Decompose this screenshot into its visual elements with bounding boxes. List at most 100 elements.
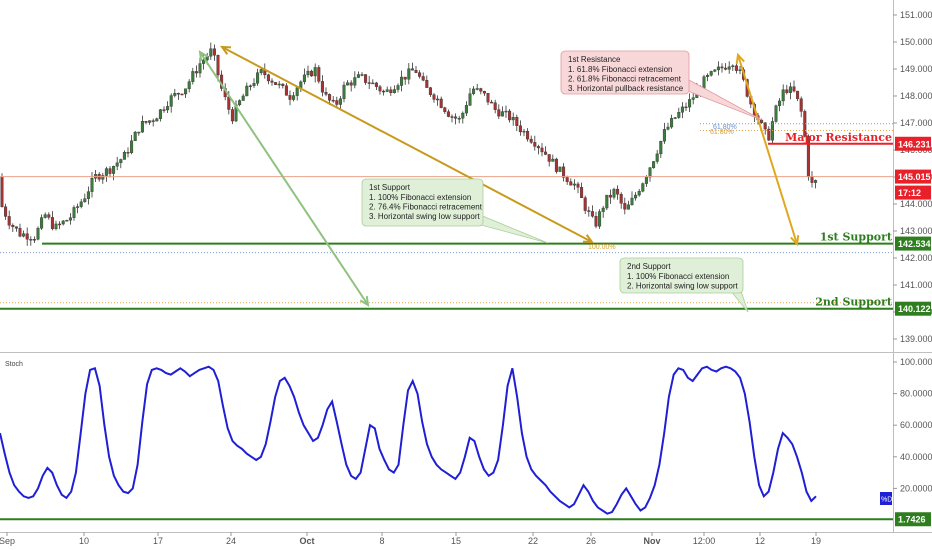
candle-body	[792, 86, 796, 92]
candle-body	[162, 109, 166, 111]
axes: 151.000150.000149.000148.000147.000146.0…	[0, 10, 932, 546]
candle-body	[378, 86, 382, 92]
candle-body	[43, 214, 47, 218]
candle-body	[306, 70, 310, 76]
candle-body	[360, 74, 364, 76]
candle-body	[598, 211, 602, 227]
resistance-annotation-title: 1st Resistance	[568, 55, 621, 64]
candle-body	[202, 59, 206, 64]
candle-body	[763, 122, 767, 130]
candle-body	[252, 83, 256, 86]
candle-body	[428, 87, 432, 95]
candle-body	[526, 130, 530, 140]
candle-body	[781, 89, 785, 102]
fib-arrow-green-head	[359, 295, 370, 307]
current-price-badge	[895, 169, 931, 184]
countdown-badge-text: 17:12	[898, 188, 921, 198]
candle-body	[720, 66, 724, 69]
time-tick-label: 10	[79, 536, 89, 546]
support2-annotation-line: 1. 100% Fibonacci extension	[627, 272, 729, 281]
candle-body	[504, 110, 508, 113]
candle-body	[587, 210, 591, 212]
candle-body	[468, 93, 472, 106]
fib-arrow-gold	[221, 46, 593, 243]
fib-arrow-gold-2	[737, 54, 798, 245]
stoch-tick-label: 100.0000	[900, 357, 932, 367]
candle-body	[421, 76, 425, 81]
support2-badge	[895, 301, 931, 316]
candle-body	[259, 69, 263, 73]
candle-body	[576, 183, 580, 188]
stoch-current-badge	[895, 512, 931, 527]
candle-body	[641, 183, 645, 192]
countdown-badge	[895, 185, 931, 200]
candle-body	[187, 81, 191, 89]
stoch-legend-box	[880, 492, 892, 505]
candle-body	[472, 88, 476, 94]
candle-body	[227, 96, 231, 110]
candle-body	[414, 70, 418, 73]
candle-body	[148, 120, 152, 123]
candle-body	[436, 98, 440, 101]
candle-body	[0, 176, 4, 207]
candle-body	[144, 121, 148, 123]
candle-body	[418, 72, 422, 77]
candle-body	[403, 76, 407, 80]
candle-body	[14, 226, 18, 229]
candle-body	[540, 147, 544, 153]
fib-label: 61.80%	[713, 124, 737, 131]
candle-body	[122, 151, 126, 160]
candle-body	[677, 112, 681, 118]
candle-body	[425, 80, 429, 88]
candle-body	[774, 105, 778, 122]
candle-body	[814, 180, 818, 183]
candle-body	[457, 118, 461, 120]
candle-body	[169, 95, 173, 107]
candle-body	[108, 168, 112, 174]
candle-body	[230, 109, 234, 122]
candle-body	[371, 82, 375, 85]
candle-body	[601, 207, 605, 212]
candle-body	[126, 151, 130, 154]
candle-body	[522, 130, 526, 133]
candle-body	[212, 48, 216, 56]
candle-body	[785, 89, 789, 93]
candle-body	[608, 194, 612, 198]
candle-body	[565, 177, 569, 182]
support2-badge-text: 140.122	[898, 304, 931, 314]
candle-body	[396, 85, 400, 90]
candle-body	[738, 69, 742, 71]
support2-annotation-title: 2nd Support	[627, 262, 671, 271]
time-tick-label: Nov	[643, 536, 660, 546]
candle-body	[385, 89, 389, 92]
candle-body	[731, 65, 735, 67]
candle-body	[112, 166, 116, 174]
price-tick-label: 148.000	[900, 91, 932, 101]
fib-arrow-green-head	[198, 50, 209, 62]
candle-body	[479, 88, 483, 92]
candle-body	[18, 228, 22, 237]
candle-body	[605, 194, 609, 209]
candle-body	[32, 239, 36, 241]
price-tick-label: 139.000	[900, 334, 932, 344]
candle-body	[320, 81, 324, 93]
candle-body	[673, 117, 677, 119]
candle-body	[439, 98, 443, 108]
candle-body	[443, 107, 447, 112]
candle-body	[810, 176, 814, 183]
candle-body	[324, 91, 328, 95]
candle-body	[342, 84, 346, 99]
candle-body	[7, 216, 11, 226]
candle-body	[216, 54, 220, 76]
candle-body	[666, 126, 670, 130]
current-price-badge-text: 145.015	[898, 172, 931, 182]
time-tick-label: 24	[226, 536, 236, 546]
candle-body	[529, 138, 533, 143]
stoch-legend-label: %D	[881, 497, 892, 504]
candle-body	[198, 63, 202, 74]
candle-body	[612, 188, 616, 198]
candle-body	[709, 71, 713, 76]
candle-body	[155, 118, 159, 122]
fib-arrow-gold-2-head	[790, 234, 800, 247]
candle-body	[788, 86, 792, 93]
